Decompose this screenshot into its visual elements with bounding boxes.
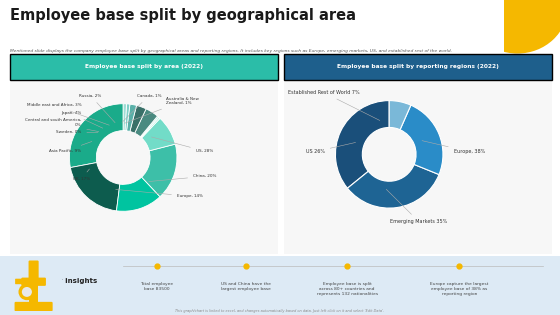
Text: Australia & New
Zealand, 1%: Australia & New Zealand, 1% xyxy=(125,97,199,123)
Text: Canada, 1%: Canada, 1% xyxy=(122,94,161,122)
Text: Asia Pacific, 9%: Asia Pacific, 9% xyxy=(49,141,92,153)
Text: US, 28%: US, 28% xyxy=(152,137,213,153)
Text: Europe capture the largest
employee base of 38% as
reporting region: Europe capture the largest employee base… xyxy=(430,283,488,296)
Text: US and China have the
largest employee base: US and China have the largest employee b… xyxy=(221,283,272,291)
Text: Key insights: Key insights xyxy=(48,278,97,284)
Text: Established Rest of World 7%: Established Rest of World 7% xyxy=(288,90,380,121)
Text: This graph/chart is linked to excel, and changes automatically based on data. Ju: This graph/chart is linked to excel, and… xyxy=(175,309,385,313)
Text: Employee base is split
across 80+ countries and
represents 132 nationalities: Employee base is split across 80+ countr… xyxy=(316,283,378,296)
FancyBboxPatch shape xyxy=(284,54,552,80)
Text: Middle east and Africa, 3%: Middle east and Africa, 3% xyxy=(27,103,109,125)
Text: UK, 17%: UK, 17% xyxy=(73,169,90,181)
Wedge shape xyxy=(389,100,411,130)
FancyBboxPatch shape xyxy=(29,261,39,280)
Wedge shape xyxy=(116,177,160,211)
Wedge shape xyxy=(130,106,146,133)
Wedge shape xyxy=(69,104,123,168)
Text: Central and south America,
0%: Central and south America, 0% xyxy=(25,118,99,132)
Circle shape xyxy=(18,284,35,300)
Wedge shape xyxy=(134,109,157,137)
Text: Europe, 14%: Europe, 14% xyxy=(116,189,203,198)
FancyBboxPatch shape xyxy=(15,302,53,311)
Text: Employee base split by reporting regions (2022): Employee base split by reporting regions… xyxy=(337,64,500,69)
Circle shape xyxy=(22,287,32,297)
Wedge shape xyxy=(142,118,175,151)
Text: US 26%: US 26% xyxy=(306,142,356,154)
Wedge shape xyxy=(141,117,160,138)
Text: Employee base split by area (2022): Employee base split by area (2022) xyxy=(85,64,203,69)
Wedge shape xyxy=(400,105,443,175)
Wedge shape xyxy=(125,104,130,131)
Text: Mentioned slide displays the company employee base split by geographical areas a: Mentioned slide displays the company emp… xyxy=(10,49,452,53)
FancyBboxPatch shape xyxy=(10,54,278,80)
Wedge shape xyxy=(71,163,120,211)
FancyBboxPatch shape xyxy=(29,283,38,304)
FancyBboxPatch shape xyxy=(21,278,46,286)
FancyBboxPatch shape xyxy=(15,279,25,284)
Text: Sweden, 0%: Sweden, 0% xyxy=(56,130,98,134)
Wedge shape xyxy=(127,104,137,131)
Text: Total employee
base 83500: Total employee base 83500 xyxy=(140,283,174,291)
Wedge shape xyxy=(141,116,158,137)
Text: Japan, 4%: Japan, 4% xyxy=(61,112,103,128)
Text: Employee base split by geographical area: Employee base split by geographical area xyxy=(10,8,356,23)
Wedge shape xyxy=(347,164,439,208)
Text: Emerging Markets 35%: Emerging Markets 35% xyxy=(386,189,447,224)
Circle shape xyxy=(467,0,560,54)
Wedge shape xyxy=(335,100,389,188)
Wedge shape xyxy=(142,144,177,197)
Text: Europe, 38%: Europe, 38% xyxy=(422,140,485,154)
Text: China, 20%: China, 20% xyxy=(149,174,217,181)
Wedge shape xyxy=(123,104,127,131)
Text: Russia, 2%: Russia, 2% xyxy=(80,94,115,123)
